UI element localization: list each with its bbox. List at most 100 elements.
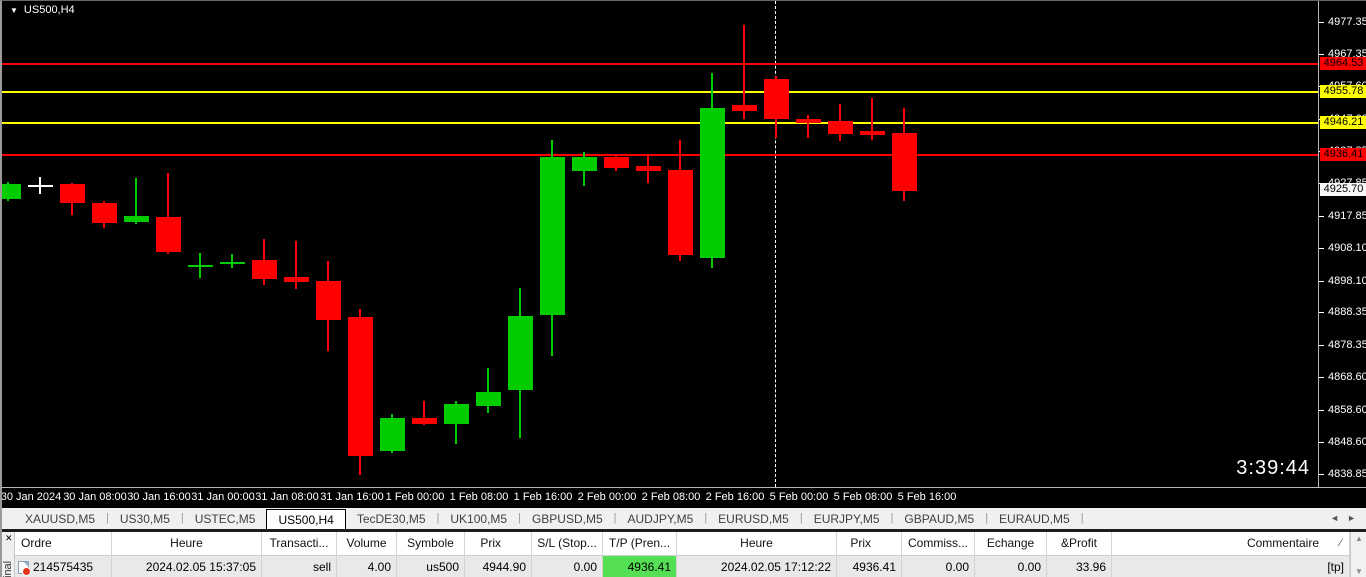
candle	[827, 121, 853, 134]
candle	[219, 261, 245, 264]
tab-gbpusd-m5[interactable]: GBPUSD,M5	[531, 512, 603, 526]
time-tick-label: 5 Feb 08:00	[833, 491, 893, 503]
price-tick	[1319, 280, 1324, 282]
tab-us500-h4[interactable]: US500,H4	[266, 509, 346, 529]
column-header-commission[interactable]: Commiss...	[902, 532, 975, 556]
price-badge: 4946.21	[1320, 116, 1366, 130]
price-tick	[1319, 474, 1324, 476]
candle	[763, 79, 789, 120]
tab-separator: |	[704, 512, 708, 524]
chart-canvas[interactable]: ▼ US500,H4 3:39:44	[2, 1, 1318, 487]
price-tick	[1319, 247, 1324, 249]
cell-profit: 33.96	[1047, 556, 1112, 577]
price-tick	[1319, 216, 1324, 218]
candle	[411, 418, 437, 424]
column-header-tp[interactable]: T/P (Pren...	[603, 532, 677, 556]
column-header-prix2[interactable]: Prix	[837, 532, 902, 556]
tab-xauusd-m5[interactable]: XAUUSD,M5	[25, 512, 96, 526]
candle-wick	[294, 241, 297, 289]
tab-eurjpy-m5[interactable]: EURJPY,M5	[813, 512, 880, 526]
close-icon[interactable]: ✕	[5, 533, 13, 543]
candle	[123, 216, 149, 223]
column-header-heure2[interactable]: Heure	[677, 532, 837, 556]
terminal-panel-label: inal	[2, 560, 14, 577]
column-header-transaction[interactable]: Transacti...	[262, 532, 337, 556]
time-tick-label: 1 Feb 00:00	[385, 491, 445, 503]
terminal-scrollbar[interactable]: ▲ ▼	[1350, 532, 1366, 577]
scroll-down-icon[interactable]: ▼	[1355, 567, 1363, 576]
price-badge: 4964.53	[1320, 56, 1366, 70]
candle	[2, 184, 21, 200]
price-line	[2, 154, 1318, 157]
candle	[475, 391, 501, 406]
tab-ustec-m5[interactable]: USTEC,M5	[194, 512, 256, 526]
candle	[859, 130, 885, 135]
time-tick-label: 31 Jan 00:00	[191, 491, 255, 503]
candle	[155, 217, 181, 253]
candle	[443, 403, 469, 424]
tab-us30-m5[interactable]: US30,M5	[119, 512, 170, 526]
column-header-volume[interactable]: Volume	[337, 532, 397, 556]
price-tick-label: 4848.60	[1328, 436, 1366, 449]
price-tick-label: 4878.35	[1328, 339, 1366, 352]
column-header-symbole[interactable]: Symbole	[397, 532, 465, 556]
price-badge: 4936.41	[1320, 148, 1366, 162]
candle	[59, 184, 85, 204]
cell-commission: 0.00	[902, 556, 975, 577]
candle	[315, 281, 341, 321]
column-header-prix[interactable]: Prix	[465, 532, 532, 556]
candle	[731, 105, 757, 112]
header-resize-mark: ∕	[1340, 537, 1342, 549]
tab-scroll-arrows[interactable]: ◄►	[1330, 513, 1364, 523]
price-tick-label: 4977.35	[1328, 15, 1366, 28]
candle-wick	[422, 401, 425, 425]
scroll-up-icon[interactable]: ▲	[1355, 534, 1363, 543]
tab-separator: |	[436, 512, 440, 524]
dropdown-triangle-icon: ▼	[10, 5, 18, 15]
terminal-panel: ✕ inal Ordre Heure Transacti... Volume Symbo…	[2, 532, 1366, 577]
tab-euraud-m5[interactable]: EURAUD,M5	[999, 512, 1070, 526]
time-tick-label: 31 Jan 08:00	[255, 491, 319, 503]
chart-clock: 3:39:44	[1236, 457, 1310, 479]
tab-tecde30-m5[interactable]: TecDE30,M5	[356, 512, 426, 526]
cell-heure2: 2024.02.05 17:12:22	[677, 556, 837, 577]
time-axis[interactable]: 30 Jan 2024 30 Jan 08:00 30 Jan 16:00 31 Ja…	[2, 488, 1318, 508]
price-axis[interactable]: 4977.354967.354957.604947.604937.854927.…	[1318, 1, 1366, 487]
time-tick-label: 1 Feb 08:00	[449, 491, 509, 503]
price-tick	[1319, 312, 1324, 314]
candle-wick	[742, 25, 745, 120]
tab-uk100-m5[interactable]: UK100,M5	[450, 512, 508, 526]
candle	[667, 170, 693, 256]
price-tick-label: 4868.60	[1328, 370, 1366, 383]
candle	[187, 264, 213, 267]
tab-eurusd-m5[interactable]: EURUSD,M5	[718, 512, 789, 526]
tab-separator: |	[890, 512, 894, 524]
time-tick-label: 2 Feb 00:00	[577, 491, 637, 503]
candle-wick	[38, 176, 41, 194]
time-tick-label: 2 Feb 08:00	[641, 491, 701, 503]
column-header-profit[interactable]: &Profit	[1047, 532, 1112, 556]
tab-scroll-left-icon: ◄	[1330, 513, 1348, 523]
price-badge: 4925.70	[1320, 183, 1366, 197]
price-tick-label: 4898.10	[1328, 274, 1366, 287]
price-tick	[1319, 345, 1324, 347]
column-header-sl[interactable]: S/L (Stop...	[532, 532, 603, 556]
candle-wick	[230, 254, 233, 269]
column-header-commentaire[interactable]: Commentaire	[1112, 532, 1350, 556]
price-tick	[1319, 442, 1324, 444]
tab-audjpy-m5[interactable]: AUDJPY,M5	[627, 512, 694, 526]
tab-gbpaud-m5[interactable]: GBPAUD,M5	[904, 512, 975, 526]
cell-volume: 4.00	[337, 556, 397, 577]
orders-table-row[interactable]: 214575435 2024.02.05 15:37:05 sell 4.00 us50…	[15, 556, 1350, 577]
column-header-heure[interactable]: Heure	[112, 532, 262, 556]
candle-wick	[870, 97, 873, 141]
cell-symbole: us500	[397, 556, 465, 577]
column-header-ordre[interactable]: Ordre	[15, 532, 112, 556]
price-tick-label: 4908.10	[1328, 241, 1366, 254]
chart-symbol-dropdown[interactable]: ▼ US500,H4	[10, 4, 75, 16]
time-tick-label: 30 Jan 2024	[0, 491, 62, 503]
price-tick	[1319, 376, 1324, 378]
candle-wick	[134, 177, 137, 225]
price-tick-label: 4838.85	[1328, 468, 1366, 481]
column-header-echange[interactable]: Echange	[975, 532, 1047, 556]
